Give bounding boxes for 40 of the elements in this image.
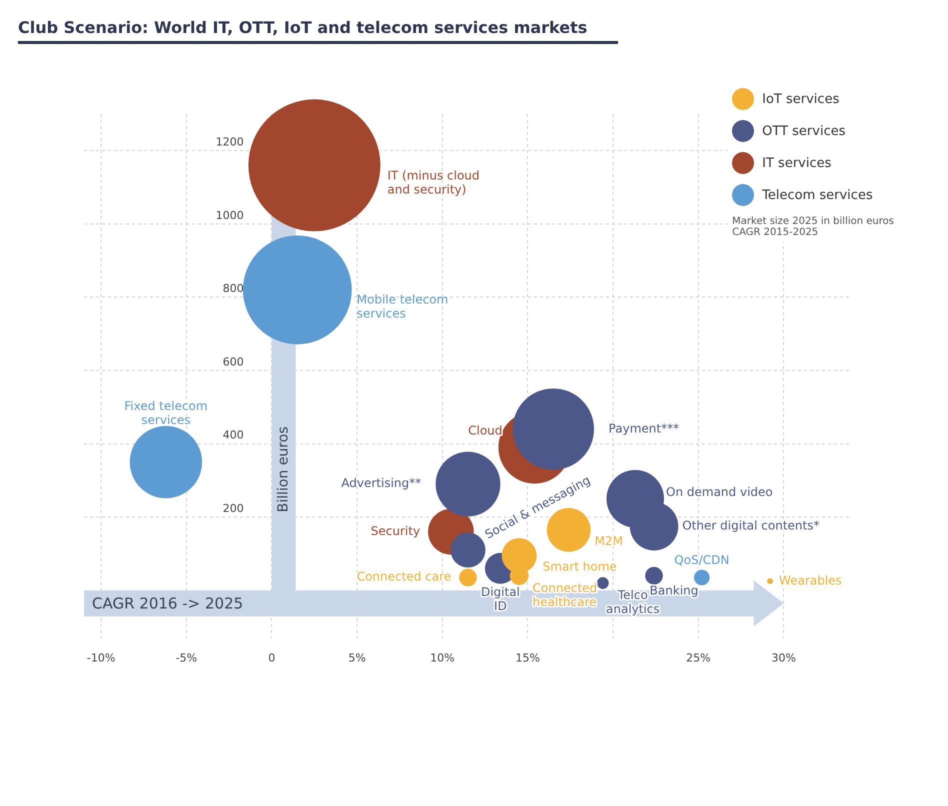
legend-label: IT services: [761, 154, 832, 172]
annotation: IT (minus cloud and security): [387, 168, 480, 196]
annotation: Mobile telecom services: [356, 292, 448, 321]
annotation: Payment***: [608, 422, 680, 436]
annotation: Wearables: [779, 573, 842, 588]
y-axis-title: Billion euros: [275, 426, 292, 512]
annotation: Connected care: [356, 570, 452, 584]
annotation: Advertising**: [341, 476, 422, 490]
x-tick-label: -10%: [86, 651, 116, 664]
x-tick-label: -5%: [176, 651, 198, 664]
annotation: Banking: [650, 584, 698, 598]
y-tick-label: 600: [222, 355, 244, 368]
x-tick-label: 10%: [430, 651, 455, 664]
y-tick-label: 200: [222, 502, 244, 515]
annotation: CAGR 2015-2025: [732, 227, 820, 238]
y-tick-label: 1000: [216, 208, 244, 222]
legend-label: OTT services: [761, 122, 846, 140]
x-tick-label: 15%: [516, 651, 540, 664]
annotation: M2M: [594, 534, 623, 548]
x-tick-label: 0: [268, 651, 276, 664]
x-tick-label: 25%: [686, 651, 711, 664]
chart-title: Club Scenario: World IT, OTT, IoT and telecom services markets: [18, 18, 618, 44]
annotation: Other digital contents*: [682, 518, 820, 532]
x-axis-title: CAGR 2016 -> 2025: [92, 594, 244, 612]
y-tick-label: 1200: [216, 136, 244, 149]
annotation: On demand video: [666, 484, 773, 499]
legend-label: Telecom services: [761, 186, 874, 204]
annotation: Digital ID: [480, 584, 520, 613]
annotation: Market size 2025 in billion euros: [732, 216, 894, 227]
annotation: Security: [370, 524, 420, 538]
legend-label: IoT services: [761, 90, 840, 108]
y-tick-label: 400: [222, 428, 244, 442]
y-tick-label: 800: [222, 282, 244, 296]
annotation: Cloud: [468, 424, 502, 438]
annotation: Smart home: [542, 560, 617, 574]
x-tick-label: 30%: [772, 651, 796, 664]
annotation: Connected healthcare: [532, 580, 598, 609]
annotation: QoS/CDN: [674, 552, 730, 567]
x-tick-label: 5%: [348, 651, 366, 664]
annotation: Fixed telecom services: [124, 399, 208, 428]
